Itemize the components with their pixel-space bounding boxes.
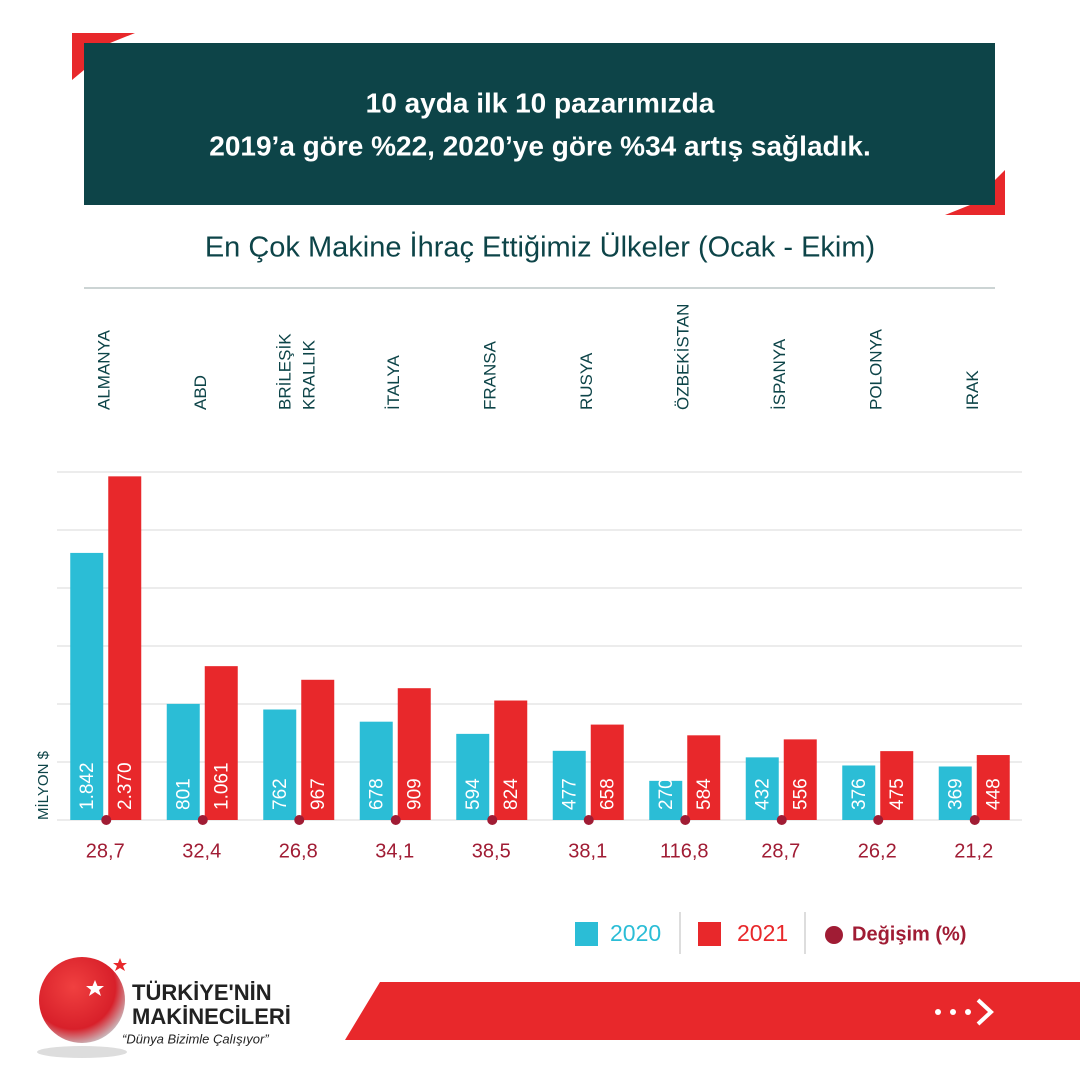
value-label: 556 xyxy=(790,778,811,810)
category-label: FRANSA xyxy=(481,340,500,410)
bar xyxy=(263,709,297,820)
bar xyxy=(976,755,1010,820)
brand-name: TÜRKİYE'NİN xyxy=(132,980,272,1005)
bar xyxy=(359,721,393,820)
change-dot xyxy=(197,815,208,825)
change-dot xyxy=(969,815,980,825)
value-label: 762 xyxy=(270,778,291,810)
bar xyxy=(649,780,683,820)
change-label: 21,2 xyxy=(954,840,993,862)
change-dot xyxy=(487,815,498,825)
bar xyxy=(204,666,238,820)
legend-dot xyxy=(825,926,843,944)
bar xyxy=(552,750,586,820)
change-label: 34,1 xyxy=(375,840,414,862)
bar xyxy=(494,700,528,820)
value-label: 801 xyxy=(173,778,194,810)
footer-bar xyxy=(345,982,1080,1040)
category-label: POLONYA xyxy=(867,328,886,410)
corner-accent xyxy=(72,33,135,80)
corner-accent xyxy=(945,170,1005,215)
plot: ALMANYA 1.842 2.370 28,7 ABD 801 1.061 32,4 BRİL… xyxy=(57,304,1022,862)
brand-name: MAKİNECİLERİ xyxy=(132,1004,291,1029)
change-label: 28,7 xyxy=(86,840,125,862)
arrow xyxy=(935,998,994,1026)
change-label: 116,8 xyxy=(660,840,709,862)
value-label: 270 xyxy=(656,778,677,810)
value-label: 432 xyxy=(752,778,773,810)
bar xyxy=(938,766,972,820)
header-line: 2019’a göre %22, 2020’ye göre %34 artış … xyxy=(209,130,871,161)
change-dot xyxy=(680,815,691,825)
value-label: 678 xyxy=(366,778,387,810)
value-label: 1.842 xyxy=(77,762,98,810)
legend-swatch xyxy=(575,922,598,946)
change-dot xyxy=(873,815,884,825)
change-dot xyxy=(776,815,787,825)
change-label: 32,4 xyxy=(182,840,221,862)
bar xyxy=(70,552,104,820)
bar xyxy=(166,703,200,820)
value-label: 369 xyxy=(945,778,966,810)
category-label: İSPANYA xyxy=(770,338,789,410)
bar xyxy=(687,735,721,820)
bar xyxy=(745,757,779,820)
category-label: ÖZBEKİSTAN xyxy=(674,304,693,410)
change-dot xyxy=(294,815,305,825)
value-label: 658 xyxy=(597,778,618,810)
category-label: ALMANYA xyxy=(95,329,114,410)
header-box xyxy=(84,43,995,205)
category-label: IRAK xyxy=(963,370,982,410)
value-label: 909 xyxy=(404,778,425,810)
category-label: RUSYA xyxy=(577,352,596,410)
legend-label: 2020 xyxy=(610,920,661,946)
value-label: 594 xyxy=(463,778,484,810)
value-label: 1.061 xyxy=(211,762,232,810)
value-label: 448 xyxy=(983,778,1004,810)
value-label: 2.370 xyxy=(115,762,136,810)
change-dot xyxy=(583,815,594,825)
bar xyxy=(108,476,142,820)
category-label: ABD xyxy=(191,375,210,410)
bar xyxy=(880,751,914,820)
value-label: 584 xyxy=(694,778,715,810)
bar xyxy=(590,724,624,820)
change-label: 38,5 xyxy=(472,840,511,862)
logo-shadow xyxy=(37,1046,127,1058)
bar xyxy=(456,733,490,820)
category-label: BRİLEŞİK KRALLIK xyxy=(276,333,319,410)
change-dot xyxy=(390,815,401,825)
change-label: 38,1 xyxy=(568,840,607,862)
bar xyxy=(783,739,817,820)
logo-ball xyxy=(39,957,125,1043)
change-label: 26,2 xyxy=(858,840,897,862)
change-dot xyxy=(101,815,112,825)
value-label: 376 xyxy=(849,778,870,810)
chart-title: En Çok Makine İhraç Ettiğimiz Ülkeler (O… xyxy=(205,231,875,264)
bar xyxy=(301,679,335,820)
y-axis-label: MİLYON $ xyxy=(34,750,52,820)
legend-label: 2021 xyxy=(737,920,788,946)
legend-label: Değişim (%) xyxy=(852,923,966,945)
value-label: 967 xyxy=(308,778,329,810)
logo-star xyxy=(86,980,104,996)
change-label: 28,7 xyxy=(761,840,800,862)
change-label: 26,8 xyxy=(279,840,318,862)
bar xyxy=(842,765,876,820)
category-label: İTALYA xyxy=(384,355,403,410)
logo-star xyxy=(113,958,127,971)
value-label: 475 xyxy=(887,778,908,810)
value-label: 824 xyxy=(501,778,522,810)
legend-swatch xyxy=(698,922,721,946)
value-label: 477 xyxy=(559,778,580,810)
bar xyxy=(397,688,431,820)
brand-tagline: “Dünya Bizimle Çalışıyor” xyxy=(122,1031,269,1046)
header-line: 10 ayda ilk 10 pazarımızda xyxy=(366,87,715,118)
